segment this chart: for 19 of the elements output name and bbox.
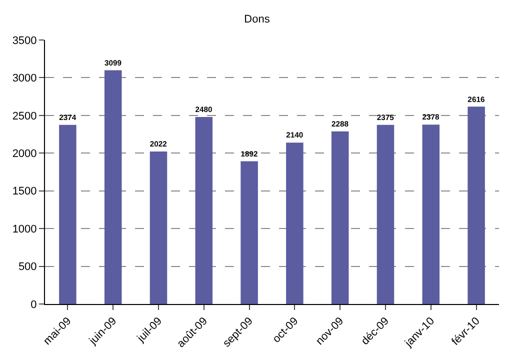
bar <box>468 106 485 304</box>
bar <box>59 124 76 304</box>
y-tick-label: 1500 <box>12 186 37 198</box>
bar <box>195 116 213 304</box>
bar <box>150 151 168 304</box>
bar <box>376 124 394 304</box>
y-tick-label: 1000 <box>12 223 37 236</box>
y-tick-label: 2500 <box>12 110 37 122</box>
y-tick-label: 2000 <box>12 148 37 160</box>
y-tick-label: 0 <box>30 298 37 311</box>
bar <box>104 70 122 304</box>
y-tick-label: 3000 <box>12 72 37 85</box>
bar <box>331 131 349 304</box>
y-tick-label: 3500 <box>12 34 37 47</box>
y-tick-label: 500 <box>18 261 37 274</box>
chart-title: Dons <box>244 13 270 26</box>
bar <box>422 124 440 304</box>
bar <box>286 142 304 304</box>
bar <box>240 161 258 304</box>
